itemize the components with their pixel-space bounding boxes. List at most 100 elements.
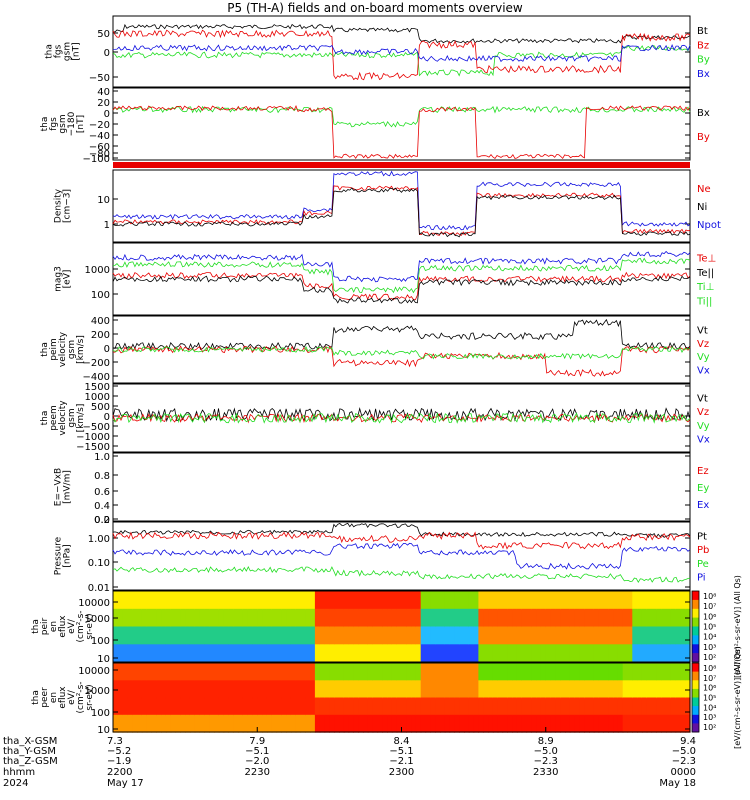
ylabel-line: (cm²-s- xyxy=(76,681,86,713)
ylabel-line: tha xyxy=(40,411,50,426)
y-tick-label: 1000 xyxy=(85,686,110,697)
ylabel-line: tha xyxy=(40,342,50,357)
x-tick-date: May 18 xyxy=(659,778,696,789)
ylabel-line: [mV/m] xyxy=(63,470,73,504)
y-tick-label: 0.6 xyxy=(94,487,110,498)
ylabel-line: sr-eV) xyxy=(85,684,95,710)
ylabel-line: peem xyxy=(49,405,59,431)
legend-ti: Ti⊥ xyxy=(696,282,714,293)
x-tick-z: −2.3 xyxy=(534,756,558,767)
x-tick-x: 8.4 xyxy=(394,736,410,747)
x-tick-hhmm: 2300 xyxy=(389,767,414,778)
legend-npot: Npot xyxy=(697,220,721,231)
y-tick-label: 0.0 xyxy=(94,515,110,526)
y-tick-label: 100 xyxy=(91,708,110,719)
legend-vx: Vx xyxy=(697,434,710,445)
ylabel-line: peim xyxy=(49,338,59,361)
x-tick-x: 7.3 xyxy=(107,736,123,747)
teperp-line xyxy=(112,271,691,301)
ylabel-line: [km/s] xyxy=(76,404,86,433)
y-tick-label: 0 xyxy=(104,48,110,59)
panel-peer-eflux: tha peer en eflux eV/(cm²-s-sr-eV) 10000 1000 1… xyxy=(31,646,742,749)
legend-ex: Ex xyxy=(697,500,709,511)
x-tick-y: −5.1 xyxy=(245,746,269,757)
panel-fgs-gsm: tha fgs gsm [nT] 50 0 −50 Bt Bz By Bx xyxy=(45,15,710,88)
x-tick-x: 9.4 xyxy=(680,736,696,747)
y-tick-label: −50 xyxy=(89,73,110,84)
bx180-line xyxy=(112,105,691,128)
ylabel-line: fgs xyxy=(54,44,64,58)
ylabel-line: [km/s] xyxy=(76,335,86,364)
y-tick-label: 0.01 xyxy=(88,583,110,594)
y-tick-label: 400 xyxy=(91,316,110,327)
x-row-label: tha_Y-GSM xyxy=(3,746,56,757)
panel-frame xyxy=(112,242,691,316)
ylabel-line: tha xyxy=(31,619,41,634)
ylabel-line: mag3 xyxy=(54,266,64,292)
pb-line xyxy=(112,531,691,550)
y-tick-label: 1000 xyxy=(85,265,110,276)
ylabel-line: (cm²-s- xyxy=(76,610,86,642)
ylabel-line: velocity xyxy=(58,400,68,436)
y-tick-label: 10 xyxy=(97,654,110,665)
x-row-label: hhmm xyxy=(3,767,35,778)
y-tick-label: −500 xyxy=(83,422,110,433)
colorbar-tick: 10³ xyxy=(703,713,716,722)
x-tick-hhmm: 2230 xyxy=(245,767,270,778)
colorbar-tick: 10³ xyxy=(703,643,716,652)
y-tick-label: 10000 xyxy=(78,666,110,677)
ylabel-line: eV/ xyxy=(67,689,77,705)
ylabel-line: tha xyxy=(31,690,41,705)
x-tick-x: 7.9 xyxy=(249,736,265,747)
vy-ee-line xyxy=(112,412,691,424)
vy-line xyxy=(112,345,691,360)
y-tick-label: 500 xyxy=(91,402,110,413)
ylabel-line: [cm−3] xyxy=(63,189,73,223)
ylabel-line: tha xyxy=(40,117,50,132)
ylabel-line: Pressure xyxy=(54,536,64,575)
colorbar-tick: 10⁸ xyxy=(703,664,716,673)
y-tick-label: 50 xyxy=(97,29,110,40)
ylabel-line: [nPa] xyxy=(63,544,73,567)
colorbar-label: [eV/(cm²-s-sr-eV)] (All Qs) xyxy=(733,575,742,678)
colorbar-tick: 10² xyxy=(703,653,716,662)
x-row-label: 2024 xyxy=(3,778,28,789)
y-tick-label: −1000 xyxy=(76,432,110,443)
y-tick-label: 0.2 xyxy=(94,515,110,526)
tiperp-line xyxy=(112,257,691,294)
legend-pi: Pi xyxy=(697,572,706,583)
ylabel-line: [eV] xyxy=(63,270,73,289)
ylabel-line: Density xyxy=(54,188,64,223)
y-tick-label: −20 xyxy=(89,120,110,131)
tepar-line xyxy=(112,250,691,283)
y-tick-label: 0.10 xyxy=(88,558,110,569)
y-tick-label: 100 xyxy=(91,636,110,647)
colorbar-tick: 10⁷ xyxy=(703,602,716,611)
x-tick-z: −2.1 xyxy=(389,756,413,767)
ylabel-line: tha xyxy=(45,44,55,59)
x-tick-z: −2.0 xyxy=(245,756,269,767)
ylabel-line: gsm xyxy=(67,408,77,427)
ne-line xyxy=(112,185,691,236)
y-tick-label: 10 xyxy=(97,195,110,206)
y-tick-label: 10 xyxy=(97,725,110,736)
legend-vy: Vy xyxy=(697,421,710,432)
y-tick-label: −100 xyxy=(83,154,110,165)
panel-peir-eflux: tha peir en eflux eV/(cm²-s-sr-eV) 10000 1000 1… xyxy=(31,575,742,678)
x-tick-hhmm: 2200 xyxy=(107,767,132,778)
legend-te: Te|| xyxy=(696,268,714,279)
ylabel-line: peir xyxy=(40,617,50,635)
panel-peim-velocity: tha peim velocity gsm [km/s] 400 200 0 −200 −400 V… xyxy=(40,315,710,384)
x-row-label: tha_Z-GSM xyxy=(3,756,58,767)
pe-line xyxy=(112,565,691,584)
x-tick-y: −5.1 xyxy=(389,746,413,757)
y-tick-label: 1.00 xyxy=(88,534,110,545)
panel-frame xyxy=(112,452,691,522)
panel-efield: E=−VxB [mV/m] 1.0 0.8 0.6 0.4 0.20.0 Ez Ey Ex xyxy=(54,452,710,526)
ylabel-line: [nT] xyxy=(76,115,86,133)
legend-vz: Vz xyxy=(697,339,709,350)
pt-line xyxy=(112,522,691,539)
legend-vz: Vz xyxy=(697,407,709,418)
pi-line xyxy=(112,542,691,570)
y-tick-label: 100 xyxy=(91,290,110,301)
